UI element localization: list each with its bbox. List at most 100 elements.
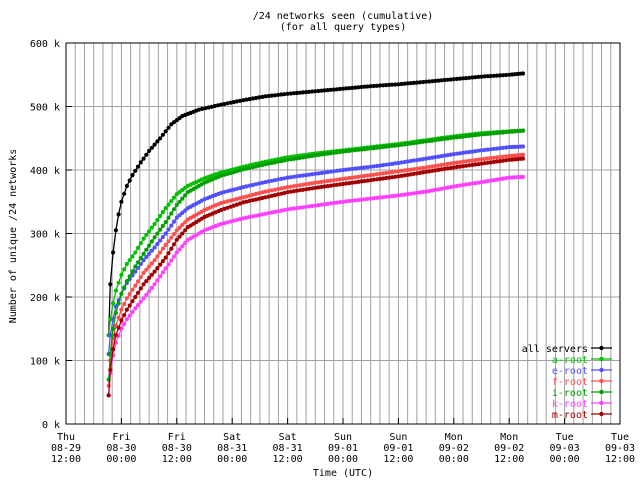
data-point [127,274,132,279]
data-point [390,170,395,175]
x-axis-label: Time (UTC) [313,468,373,479]
data-point [464,150,469,155]
data-point [356,147,361,152]
data-point [313,185,318,190]
data-point [384,83,389,88]
data-point [350,175,355,180]
data-point [130,269,135,274]
data-point [476,132,481,137]
data-point [344,86,349,91]
data-point [122,301,127,307]
legend-swatch-marker [599,389,604,395]
data-point [307,89,312,94]
legend: all serversa-roote-rootf-rooti-rootk-roo… [522,344,612,421]
data-point [228,188,233,193]
data-point [163,266,168,271]
data-point [152,221,157,227]
data-point [377,171,382,176]
data-point [160,259,165,264]
data-point [291,91,296,96]
data-point [116,325,121,330]
data-point [263,180,268,185]
data-point [344,167,349,172]
data-point [328,183,333,188]
data-point [276,177,281,182]
x-tick-label: 00:00 [550,454,580,465]
data-point [337,200,342,205]
data-point [494,177,499,182]
data-point [399,142,404,147]
x-tick-label: 12:00 [273,454,303,465]
data-point [500,158,506,163]
data-point [222,206,227,211]
data-point [396,160,401,166]
data-point [257,181,262,186]
data-point [108,333,113,338]
series-all-servers [106,71,526,338]
data-point [464,163,469,168]
data-point [297,188,302,193]
data-point [285,175,290,180]
data-point [124,296,129,301]
data-point [133,283,138,288]
x-tick-label: 09-02 [494,443,524,454]
data-point [460,134,466,139]
data-point [479,74,484,79]
data-point [124,279,129,284]
data-point [451,165,456,170]
data-point [282,176,287,181]
data-point [219,190,224,195]
data-point [171,195,177,200]
data-point [313,171,318,176]
data-point [371,164,376,169]
data-point [155,139,160,144]
data-point [417,170,422,175]
data-point [238,201,243,206]
data-point [300,155,306,160]
y-tick-label: 100 k [30,357,60,368]
data-point [141,296,146,301]
data-point [300,182,306,187]
data-point [111,347,116,352]
data-point [322,170,327,175]
data-point [160,132,165,137]
data-point [116,315,121,320]
data-point [133,250,138,255]
data-point [247,165,252,170]
data-point [482,161,487,166]
data-point [365,146,370,151]
data-point [408,141,413,146]
data-point [279,92,284,97]
data-point [427,188,432,194]
data-point [488,131,493,136]
data-point [479,180,484,185]
data-point [473,75,478,80]
data-point [122,321,127,327]
data-point [467,75,472,80]
data-point [122,313,127,318]
data-point [294,188,299,193]
data-point [288,157,293,162]
data-point [266,93,271,99]
data-point [152,258,157,263]
data-point [144,279,149,284]
data-point [325,178,330,184]
data-point [219,102,224,107]
data-point [177,247,182,252]
data-point [476,162,481,167]
data-point [482,179,487,184]
data-point [424,169,429,174]
data-point [393,193,398,198]
data-point [328,178,333,183]
data-point [504,154,509,159]
data-point [138,256,143,261]
data-point [219,200,224,206]
data-point [147,289,152,294]
data-point [272,187,277,192]
x-tick-label: 00:00 [328,454,358,465]
legend-swatch-marker [599,400,604,406]
data-point [297,205,302,210]
legend-label: m-root [552,410,588,421]
data-point [263,189,268,194]
data-point [448,152,453,157]
